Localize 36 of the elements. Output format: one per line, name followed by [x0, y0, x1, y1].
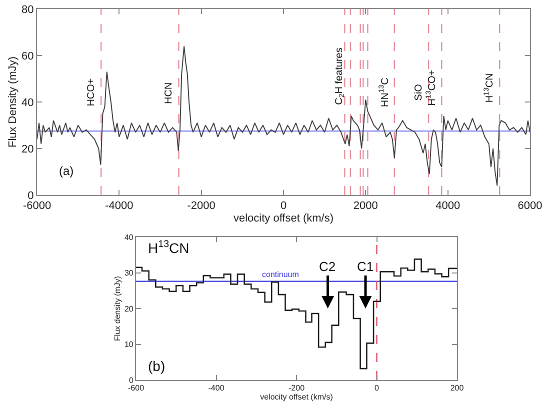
y-axis-title: Flux density (mJy) — [113, 276, 122, 341]
annotation: SiO — [413, 84, 424, 101]
x-tick-label: 2000 — [353, 200, 378, 212]
x-tick-label: 0 — [280, 200, 287, 212]
annotation: C1 — [357, 259, 374, 274]
y-tick-label: 0 — [28, 190, 34, 202]
x-tick-label: 4000 — [436, 200, 460, 212]
x-axis-title: velocity offset (km/s) — [233, 212, 334, 224]
x-tick-label: -6000 — [22, 200, 52, 212]
y-tick-label: 20 — [22, 143, 34, 156]
annotation: C2 — [319, 259, 336, 274]
y-tick-label: 20 — [124, 304, 134, 314]
x-tick-label: -400 — [208, 384, 225, 393]
y-tick-label: 10 — [124, 340, 134, 350]
x-tick-label: -4000 — [105, 200, 134, 212]
x-tick-label: 200 — [450, 384, 464, 393]
annotation: (a) — [59, 164, 74, 178]
y-tick-label: 40 — [22, 96, 34, 109]
x-tick-label: -200 — [288, 384, 306, 393]
ref-line-label: continuum — [262, 270, 300, 279]
line-series — [37, 46, 530, 186]
x-tick-label: -2000 — [187, 200, 216, 212]
x-axis-title: velocity offset (km/s) — [260, 392, 334, 402]
x-tick-label: 6000 — [518, 200, 542, 212]
y-tick-label: 60 — [22, 50, 34, 62]
annotation: HCO+ — [86, 78, 97, 106]
y-tick-label: 80 — [22, 4, 34, 16]
y-tick-label: 30 — [124, 268, 134, 278]
y-axis-title: Flux Density (mJy) — [7, 56, 20, 148]
x-tick-label: 0 — [374, 384, 380, 393]
y-tick-label: 40 — [124, 232, 134, 242]
annotation: (b) — [148, 358, 166, 374]
annotation: HCN — [164, 82, 175, 104]
annotation: H$^{13}$CN — [148, 239, 190, 256]
y-tick-label: 0 — [128, 376, 134, 385]
x-tick-label: -600 — [128, 384, 145, 393]
